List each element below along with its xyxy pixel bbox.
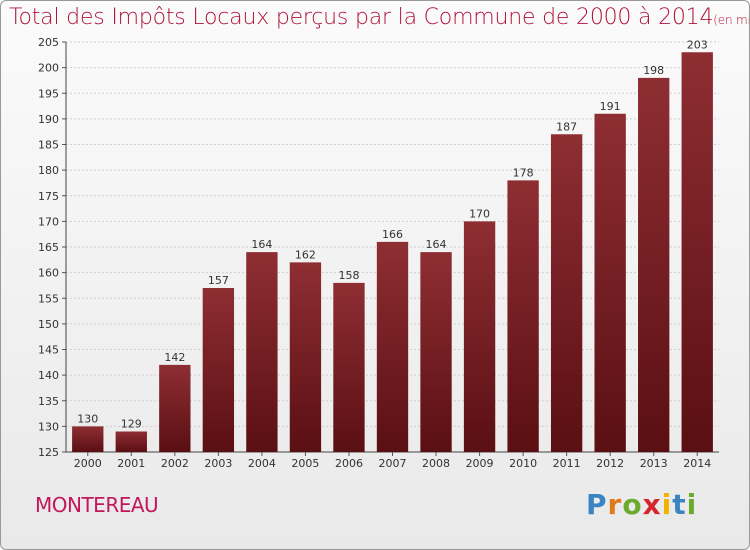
x-tick-label: 2012 [596,457,624,470]
x-tick-label: 2009 [466,457,494,470]
bar-value-label: 164 [251,238,272,251]
y-tick-label: 150 [38,318,59,331]
x-tick-label: 2004 [248,457,276,470]
bar-value-label: 142 [164,351,185,364]
bar-value-label: 187 [556,120,577,133]
x-tick-label: 2007 [379,457,407,470]
bar-value-label: 129 [121,418,142,431]
bar [246,252,278,452]
chart-title-text: Total des Impôts Locaux perçus par la Co… [9,5,714,30]
y-tick-label: 205 [38,36,59,49]
y-tick-label: 165 [38,241,59,254]
y-tick-label: 180 [38,164,59,177]
x-tick-label: 2001 [117,457,145,470]
y-tick-label: 170 [38,215,59,228]
y-tick-label: 200 [38,62,59,75]
bar-value-label: 130 [77,412,98,425]
y-tick-label: 140 [38,369,59,382]
x-tick-label: 2005 [291,457,319,470]
bar-value-label: 170 [469,207,490,220]
logo-letter: i [686,488,698,521]
logo-letter: t [672,488,687,521]
chart-unit: (en milliers d'€) [713,13,750,27]
logo-letter: P [586,488,608,521]
logo-letter: r [607,488,623,521]
bar-value-label: 178 [513,166,534,179]
bar [681,52,713,452]
commune-name: MONTEREAU [35,493,159,517]
x-tick-label: 2014 [683,457,711,470]
x-tick-label: 2002 [161,457,189,470]
bar-value-label: 164 [426,238,447,251]
bar-value-label: 157 [208,274,229,287]
y-tick-label: 130 [38,420,59,433]
bar [159,364,191,452]
x-tick-label: 2010 [509,457,537,470]
bar [289,262,322,452]
logo-letter: o [622,488,643,521]
bar-value-label: 203 [687,38,708,51]
logo-letter: x [642,488,662,521]
bar [463,221,496,452]
x-tick-label: 2003 [204,457,232,470]
bar [333,282,365,452]
bar [594,113,626,452]
y-tick-label: 155 [38,292,59,305]
proxiti-logo: Proxiti [586,488,697,521]
x-tick-label: 2011 [553,457,581,470]
bar [420,252,452,452]
x-tick-label: 2008 [422,457,450,470]
bar-value-label: 198 [643,64,664,77]
y-tick-label: 160 [38,267,59,280]
bar [376,241,409,452]
bar [72,426,104,452]
bar [507,180,539,452]
bar-value-label: 158 [338,269,359,282]
logo-letter: i [661,488,673,521]
y-tick-label: 190 [38,113,59,126]
y-tick-label: 185 [38,139,59,152]
y-tick-label: 175 [38,190,59,203]
bar [550,134,583,452]
x-tick-label: 2006 [335,457,363,470]
bar-value-label: 162 [295,248,316,261]
bar [638,77,670,452]
bar [115,431,147,452]
y-tick-label: 135 [38,395,59,408]
chart-title: Total des Impôts Locaux perçus par la Co… [9,5,750,30]
bar [202,288,235,452]
bar-value-label: 166 [382,228,403,241]
x-tick-label: 2000 [74,457,102,470]
y-tick-label: 195 [38,87,59,100]
bar-value-label: 191 [600,100,621,113]
y-tick-label: 125 [38,446,59,459]
y-tick-label: 145 [38,344,59,357]
x-tick-label: 2013 [640,457,668,470]
